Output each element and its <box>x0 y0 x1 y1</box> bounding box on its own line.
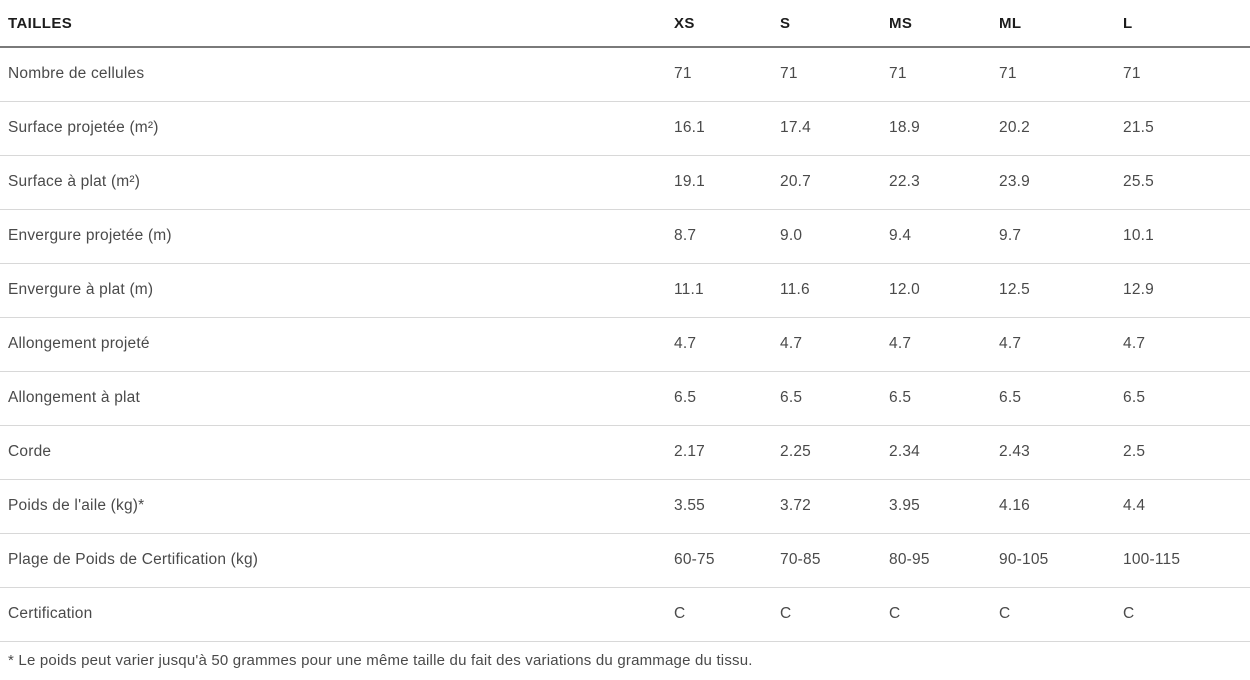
spec-value: 6.5 <box>674 371 780 426</box>
spec-value: 22.3 <box>889 155 999 210</box>
table-row: Envergure projetée (m) 8.7 9.0 9.4 9.7 1… <box>0 209 1250 264</box>
spec-value: 9.7 <box>999 209 1123 264</box>
table-row: Poids de l'aile (kg)* 3.55 3.72 3.95 4.1… <box>0 479 1250 534</box>
spec-value: 6.5 <box>1123 371 1250 426</box>
spec-value: 60-75 <box>674 533 780 588</box>
spec-value: 2.43 <box>999 425 1123 480</box>
header-col-s: S <box>780 0 889 48</box>
spec-value: 4.7 <box>1123 317 1250 372</box>
spec-value: 4.7 <box>674 317 780 372</box>
spec-value: 21.5 <box>1123 101 1250 156</box>
spec-label: Corde <box>0 425 674 480</box>
table-row: Plage de Poids de Certification (kg) 60-… <box>0 533 1250 588</box>
spec-value: 8.7 <box>674 209 780 264</box>
spec-label: Surface projetée (m²) <box>0 101 674 156</box>
table-row: Envergure à plat (m) 11.1 11.6 12.0 12.5… <box>0 263 1250 318</box>
spec-value: 9.4 <box>889 209 999 264</box>
spec-value: 4.4 <box>1123 479 1250 534</box>
spec-value: 71 <box>780 47 889 102</box>
weight-variation-footnote: * Le poids peut varier jusqu'à 50 gramme… <box>8 651 753 669</box>
spec-value: 9.0 <box>780 209 889 264</box>
spec-value: 100-115 <box>1123 533 1250 588</box>
spec-value: C <box>999 587 1123 642</box>
table-row: Nombre de cellules 71 71 71 71 71 <box>0 47 1250 102</box>
size-spec-table: TAILLES XS S MS ML L Nombre de cellules … <box>0 0 1250 642</box>
header-col-ms: MS <box>889 0 999 48</box>
spec-value: 25.5 <box>1123 155 1250 210</box>
spec-value: 16.1 <box>674 101 780 156</box>
spec-value: 4.7 <box>780 317 889 372</box>
table-row: Surface à plat (m²) 19.1 20.7 22.3 23.9 … <box>0 155 1250 210</box>
spec-value: C <box>780 587 889 642</box>
table-row: Surface projetée (m²) 16.1 17.4 18.9 20.… <box>0 101 1250 156</box>
header-col-l: L <box>1123 0 1250 48</box>
table-header-row: TAILLES XS S MS ML L <box>0 0 1250 48</box>
spec-label: Allongement projeté <box>0 317 674 372</box>
spec-value: 19.1 <box>674 155 780 210</box>
spec-label: Envergure à plat (m) <box>0 263 674 318</box>
spec-label: Surface à plat (m²) <box>0 155 674 210</box>
spec-value: 12.0 <box>889 263 999 318</box>
spec-value: 3.95 <box>889 479 999 534</box>
spec-value: 4.7 <box>999 317 1123 372</box>
spec-value: 12.5 <box>999 263 1123 318</box>
table-row: Certification C C C C C <box>0 587 1250 642</box>
spec-value: 17.4 <box>780 101 889 156</box>
spec-value: 2.34 <box>889 425 999 480</box>
spec-value: 4.7 <box>889 317 999 372</box>
spec-label: Nombre de cellules <box>0 47 674 102</box>
spec-value: C <box>889 587 999 642</box>
spec-value: 23.9 <box>999 155 1123 210</box>
spec-value: 4.16 <box>999 479 1123 534</box>
spec-value: 6.5 <box>999 371 1123 426</box>
spec-value: 11.6 <box>780 263 889 318</box>
spec-value: 12.9 <box>1123 263 1250 318</box>
spec-value: 3.55 <box>674 479 780 534</box>
table-row: Allongement projeté 4.7 4.7 4.7 4.7 4.7 <box>0 317 1250 372</box>
table-row: Corde 2.17 2.25 2.34 2.43 2.5 <box>0 425 1250 480</box>
table-row: Allongement à plat 6.5 6.5 6.5 6.5 6.5 <box>0 371 1250 426</box>
spec-value: 2.5 <box>1123 425 1250 480</box>
spec-value: 71 <box>889 47 999 102</box>
spec-label: Allongement à plat <box>0 371 674 426</box>
header-col-ml: ML <box>999 0 1123 48</box>
spec-value: 71 <box>674 47 780 102</box>
spec-label: Poids de l'aile (kg)* <box>0 479 674 534</box>
spec-value: 70-85 <box>780 533 889 588</box>
spec-value: 80-95 <box>889 533 999 588</box>
spec-value: 11.1 <box>674 263 780 318</box>
spec-value: 3.72 <box>780 479 889 534</box>
header-col-xs: XS <box>674 0 780 48</box>
spec-value: 18.9 <box>889 101 999 156</box>
header-label-tailles: TAILLES <box>0 0 674 48</box>
spec-value: 2.25 <box>780 425 889 480</box>
spec-value: 20.2 <box>999 101 1123 156</box>
spec-value: 71 <box>1123 47 1250 102</box>
spec-value: 2.17 <box>674 425 780 480</box>
spec-value: 10.1 <box>1123 209 1250 264</box>
spec-value: C <box>1123 587 1250 642</box>
spec-value: 6.5 <box>780 371 889 426</box>
spec-value: 6.5 <box>889 371 999 426</box>
spec-label: Envergure projetée (m) <box>0 209 674 264</box>
spec-label: Plage de Poids de Certification (kg) <box>0 533 674 588</box>
spec-value: 20.7 <box>780 155 889 210</box>
spec-value: 71 <box>999 47 1123 102</box>
spec-value: 90-105 <box>999 533 1123 588</box>
spec-label: Certification <box>0 587 674 642</box>
spec-value: C <box>674 587 780 642</box>
